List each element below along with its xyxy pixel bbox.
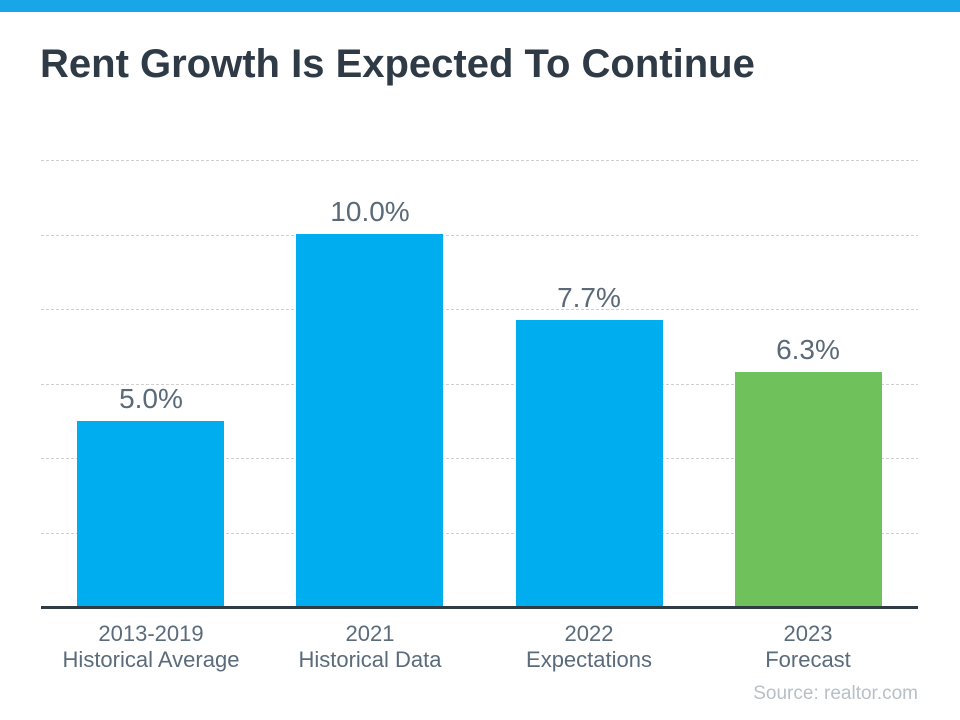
category-label-2013-2019: 2013-2019 Historical Average: [62, 621, 240, 672]
category-label-2022: 2022 Expectations: [526, 621, 652, 672]
category-label-2023: 2023 Forecast: [765, 621, 851, 672]
gridline-10-percent: [41, 235, 918, 236]
value-label-2013-2019: 5.0%: [119, 383, 183, 414]
gridline-2-percent: [41, 533, 918, 534]
x-axis-line: [41, 606, 918, 609]
gridline-12-percent: [41, 160, 918, 161]
gridline-8-percent: [41, 309, 918, 310]
gridline-4-percent: [41, 458, 918, 459]
source-note: Source: realtor.com: [753, 683, 918, 704]
bar-2013-2019: [77, 421, 224, 607]
value-label-2022: 7.7%: [557, 282, 621, 313]
category-label-2021: 2021 Historical Data: [298, 621, 442, 672]
gridline-6-percent: [41, 384, 918, 385]
value-label-2021: 10.0%: [330, 196, 410, 227]
bar-2023: [735, 372, 882, 607]
value-label-2023: 6.3%: [776, 334, 840, 365]
bar-2021: [296, 234, 443, 607]
bar-2022: [516, 320, 663, 607]
top-accent-bar: [0, 0, 960, 12]
page-title: Rent Growth Is Expected To Continue: [40, 42, 755, 86]
